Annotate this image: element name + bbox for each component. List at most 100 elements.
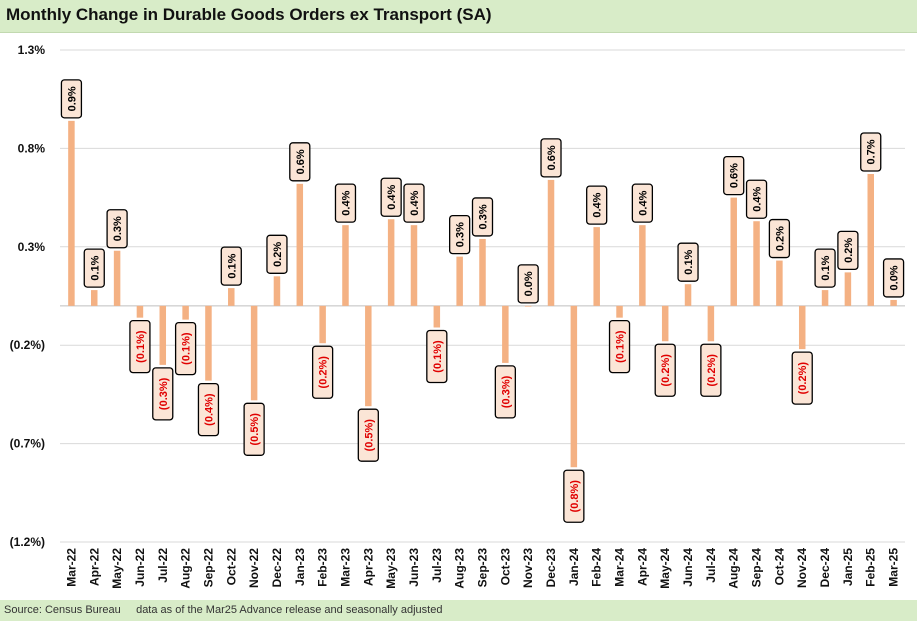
x-tick-label: May-22 (110, 548, 124, 589)
bar (91, 290, 98, 306)
data-label: 0.1% (89, 255, 101, 280)
data-label: (0.1%) (432, 340, 444, 373)
data-label: (0.1%) (135, 330, 147, 363)
x-tick-label: Oct-23 (498, 548, 512, 586)
x-tick-label: Feb-25 (864, 548, 878, 587)
data-label: 0.1% (226, 253, 238, 278)
data-label-box (174, 321, 197, 376)
bar (570, 305, 578, 468)
bar (684, 284, 692, 306)
data-label-box (357, 408, 379, 462)
x-tick-label: Sep-22 (201, 548, 215, 588)
bar (707, 305, 715, 342)
x-tick-label: Feb-24 (590, 548, 604, 587)
bar (867, 173, 874, 306)
x-tick-label: Oct-24 (772, 548, 786, 586)
bar (593, 227, 600, 306)
x-tick-label: Nov-23 (521, 548, 535, 588)
data-label: (0.3%) (158, 377, 170, 410)
bar (136, 305, 144, 318)
bar (776, 260, 783, 306)
data-label-box (882, 258, 905, 298)
x-tick-label: Feb-23 (316, 548, 330, 587)
data-label-box (540, 138, 562, 178)
bar (798, 305, 806, 350)
bar (319, 305, 326, 344)
data-label: 0.6% (546, 145, 558, 170)
data-label: 0.1% (820, 255, 832, 280)
x-tick-label: Oct-22 (224, 548, 238, 586)
data-label-box (83, 248, 105, 288)
x-tick-label: Dec-23 (544, 548, 558, 588)
data-label: 0.0% (889, 265, 901, 290)
x-tick-label: Aug-24 (727, 548, 741, 589)
data-label-box (860, 132, 882, 172)
x-tick-label: Apr-23 (361, 548, 375, 586)
bar (616, 305, 623, 318)
x-tick-label: Jul-22 (156, 548, 170, 583)
data-label-box (608, 319, 631, 374)
data-label: 0.3% (455, 222, 467, 247)
x-tick-label: Mar-23 (338, 548, 352, 587)
bar (113, 250, 121, 306)
bar (730, 197, 737, 306)
data-label-box (334, 183, 357, 223)
data-label-box (723, 155, 745, 196)
bar (342, 225, 349, 306)
bar (890, 299, 897, 306)
data-label-box (471, 197, 494, 237)
data-label: (0.5%) (363, 419, 375, 452)
bar (821, 290, 829, 306)
bar (433, 305, 441, 328)
bar (502, 305, 509, 363)
data-label-box (403, 183, 425, 223)
bar (273, 276, 281, 306)
x-tick-label: Aug-23 (453, 548, 467, 589)
chart-title: Monthly Change in Durable Goods Orders e… (6, 5, 492, 24)
bar (387, 219, 395, 306)
data-label: 0.7% (866, 139, 878, 164)
x-tick-label: Nov-22 (247, 548, 261, 588)
data-label-box (791, 351, 813, 405)
x-tick-label: May-23 (384, 548, 398, 589)
bar (479, 238, 486, 306)
data-label-box (129, 319, 151, 374)
bar (639, 225, 646, 306)
data-label-box (563, 469, 585, 523)
x-tick-label: Jan-24 (567, 548, 581, 586)
bar (753, 221, 760, 306)
data-label-box (60, 79, 83, 119)
data-label: (0.5%) (249, 413, 261, 446)
y-tick-label: 1.3% (18, 43, 46, 57)
data-label: (0.8%) (569, 480, 581, 513)
x-tick-label: Jul-23 (430, 548, 444, 583)
data-label: 0.4% (386, 184, 398, 209)
data-label: 0.6% (295, 149, 307, 174)
data-label-box (243, 402, 265, 456)
bar (456, 256, 463, 306)
data-label: 0.1% (683, 249, 695, 274)
bar (205, 305, 212, 381)
x-tick-label: Dec-24 (818, 548, 832, 588)
x-tick-label: Jun-23 (407, 548, 421, 587)
data-label: 0.2% (774, 226, 786, 251)
plot-area (0, 33, 917, 599)
data-label: (0.1%) (615, 330, 627, 363)
data-label-box (586, 185, 608, 225)
data-label: 0.2% (843, 238, 855, 263)
data-label-box (152, 367, 174, 421)
bar (159, 305, 167, 365)
data-label-box (220, 246, 242, 286)
x-tick-label: May-24 (658, 548, 672, 589)
data-label: 0.4% (752, 186, 764, 211)
bar (228, 288, 235, 306)
data-label-box (700, 343, 722, 397)
data-label-box (380, 177, 402, 217)
source-note: Source: Census Bureau data as of the Mar… (4, 604, 443, 616)
x-tick-label: Jun-22 (133, 548, 147, 587)
bar (410, 225, 418, 306)
x-tick-label: Mar-22 (64, 548, 78, 587)
x-tick-label: Sep-23 (476, 548, 490, 588)
data-label: 0.4% (592, 192, 604, 217)
y-tick-label: (0.2%) (10, 338, 45, 352)
